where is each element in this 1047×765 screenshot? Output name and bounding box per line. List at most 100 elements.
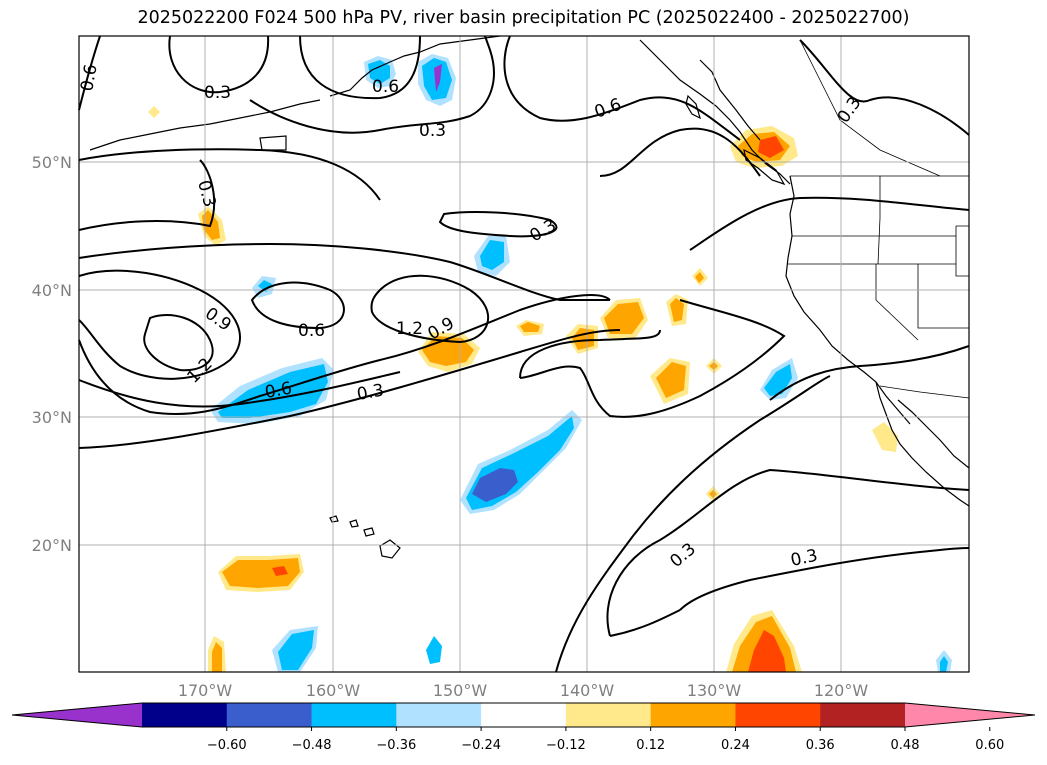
- coastlines: [89, 35, 970, 559]
- lon-label-120w: 120°W: [814, 681, 869, 700]
- contour-0.3-east-loop: [519, 329, 661, 379]
- contour-0.3-south-east: [679, 547, 970, 611]
- border-nevada: [917, 264, 969, 329]
- precip-area-blue-32n-coast-core: [764, 364, 792, 396]
- precip-area-blue-tiny-bottom: [426, 636, 442, 664]
- colorbar-segment: [735, 703, 821, 727]
- contour-0.3-south-loop: [555, 375, 831, 673]
- colorbar-tick-label: 0.12: [636, 738, 665, 753]
- coastline-bc-islands: [699, 59, 761, 141]
- colorbar: −0.60 −0.48 −0.36 −0.24 −0.12 0.12 0.24 0.36 0.4…: [11, 702, 1036, 753]
- border-bc-interior: [799, 39, 941, 177]
- precip-area-blue-diagonal-min: [472, 468, 518, 502]
- colorbar-tick-label: 0.24: [721, 738, 750, 753]
- map-frame: [78, 35, 970, 673]
- precip-area-small-blue-core: [258, 280, 272, 292]
- contour-label-0.6-a: 0.6: [372, 77, 399, 97]
- precip-area-small-orange-a-core: [520, 322, 540, 332]
- contour-0.3-band-north: [78, 242, 610, 302]
- precip-area-gulf-alaska-west-core: [368, 60, 390, 84]
- contour-1.2-small-loop: [143, 314, 214, 372]
- contour-label-0.3-a: 0.3: [204, 83, 231, 103]
- contour-0.6-gulf: [503, 35, 741, 141]
- colorbar-tick-label: −0.48: [292, 738, 332, 753]
- colorbar-tick-label: −0.36: [376, 738, 416, 753]
- contour-0.3-ring-top: [438, 211, 558, 238]
- contour-label-0.6-nw: 0.6: [77, 63, 101, 93]
- colorbar-segment: [311, 703, 397, 727]
- precip-area-orange-bottom-left-core: [212, 642, 222, 672]
- precip-area-red-bottom-max: [748, 630, 786, 672]
- contour-0.3-northeast: [799, 39, 970, 136]
- border-idaho: [877, 176, 881, 265]
- lon-label-170w: 170°W: [178, 681, 233, 700]
- coastline-us-west: [785, 175, 911, 425]
- colorbar-tick-label: −0.24: [461, 738, 501, 753]
- precip-area-orange-38n-core: [604, 302, 644, 334]
- colorbar-outline: [11, 702, 1036, 728]
- colorbar-extend-low: [12, 703, 142, 727]
- contour-0.9-west-lower: [78, 294, 611, 415]
- lat-label-40n: 40°N: [32, 281, 72, 300]
- colorbar-segment: [142, 703, 228, 727]
- lat-label-20n: 20°N: [32, 536, 72, 555]
- lon-label-160w: 160°W: [306, 681, 361, 700]
- lon-label-140w: 140°W: [560, 681, 615, 700]
- contour-0.3-east: [689, 196, 970, 251]
- contour-0.6-band: [78, 371, 401, 408]
- precip-area-orange-18n-max: [272, 566, 288, 576]
- lon-label-130w: 130°W: [687, 681, 742, 700]
- precip-area-tiny-yellow-core: [709, 490, 717, 498]
- coastline-aleutians: [89, 99, 321, 151]
- border-us-mexico: [879, 385, 970, 399]
- contour-0.3-south-close: [609, 609, 681, 637]
- island-hawaii-big: [379, 539, 401, 559]
- colorbar-tick-label: 0.48: [891, 738, 920, 753]
- coastline-baja: [875, 381, 970, 507]
- contour-1.2-loop-right: [370, 274, 490, 344]
- colorbar-segment: [481, 703, 567, 727]
- contour-label-0.6-c: 0.6: [298, 321, 325, 341]
- colorbar-segment: [396, 703, 482, 727]
- precip-area-blue-42n-core: [480, 240, 504, 270]
- lon-label-150w: 150°W: [433, 681, 488, 700]
- colorbar-tick-label: 0.36: [806, 738, 835, 753]
- precip-area-small-dot: [148, 106, 160, 118]
- contour-0.9-big-loop: [78, 269, 241, 380]
- coastline-se-alaska: [639, 39, 791, 185]
- contour-0.3-top-left: [168, 35, 270, 94]
- island-kauai: [329, 515, 339, 523]
- contour-label-0.3-b: 0.3: [419, 121, 446, 141]
- latitude-labels: 50°N 40°N 30°N 20°N: [32, 153, 72, 555]
- island-small-1: [259, 135, 287, 151]
- contour-0.6-loop-left: [250, 281, 345, 330]
- contour-0.6-nw: [78, 35, 101, 111]
- colorbar-segment: [226, 703, 313, 727]
- precip-area-blue-bottom-right-core: [940, 656, 948, 672]
- graticule: [79, 36, 969, 672]
- colorbar-segment: [650, 703, 736, 727]
- contour-label-0.3-f: 0.3: [355, 381, 385, 405]
- contour-0.6-top-center: [299, 35, 421, 100]
- coastline-mexico-mainland: [897, 399, 970, 469]
- colorbar-extend-high: [905, 703, 1035, 727]
- pv-contours: [78, 35, 970, 673]
- border-ca-nv-diag: [875, 264, 919, 341]
- contour-0.3-long: [78, 329, 621, 449]
- contour-label-0.6-d: 0.6: [263, 379, 293, 403]
- colorbar-segment: [820, 703, 906, 727]
- map-title: 2025022200 F024 500 hPa PV, river basin …: [137, 8, 910, 28]
- contour-0.3-central: [78, 148, 381, 201]
- colorbar-segment: [565, 703, 652, 727]
- coastline-alaska: [329, 35, 501, 97]
- precip-area-orange-18n-core: [222, 558, 300, 588]
- contour-0.3-south-inner: [606, 468, 970, 637]
- lat-label-30n: 30°N: [32, 408, 72, 427]
- island-maui: [363, 527, 375, 537]
- longitude-labels: 170°W 160°W 150°W 140°W 130°W 120°W: [178, 681, 869, 700]
- contour-0.6-canada: [599, 127, 761, 177]
- political-borders: [788, 39, 970, 399]
- precip-area-gulf-alaska-east-min: [434, 64, 442, 92]
- colorbar-tick-label: −0.12: [546, 738, 586, 753]
